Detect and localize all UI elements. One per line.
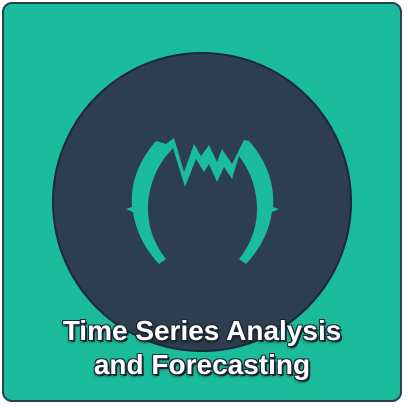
- title-line-2: and Forecasting: [93, 349, 311, 380]
- course-title: Time Series Analysis and Forecasting: [4, 314, 400, 382]
- logo-badge: [52, 52, 352, 352]
- course-card[interactable]: Time Series Analysis and Forecasting: [2, 2, 402, 402]
- title-line-1: Time Series Analysis: [62, 315, 342, 346]
- time-series-waveform-arc-icon: [126, 138, 279, 264]
